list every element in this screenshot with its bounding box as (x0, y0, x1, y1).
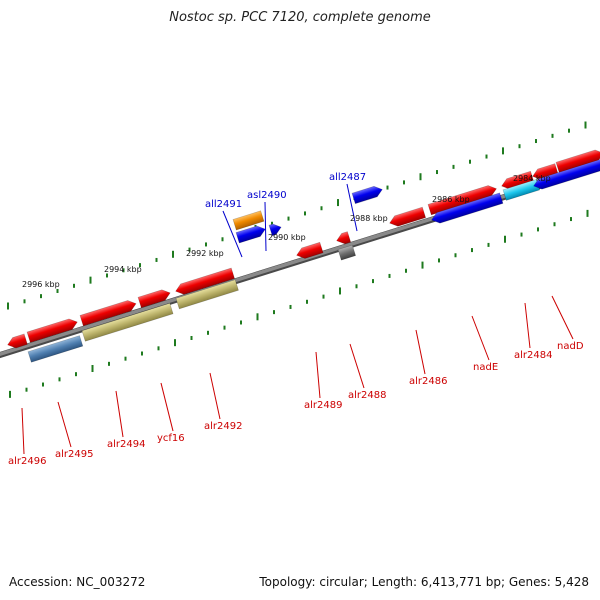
leader-line (471, 315, 490, 361)
genome-summary-text: Topology: circular; Length: 6,413,771 bp… (259, 575, 589, 589)
leader-line (346, 183, 358, 232)
gene-arrow-all2487 (351, 185, 383, 205)
gene-label-alr2496: alr2496 (8, 456, 46, 467)
gene-arrow-reverse (533, 158, 600, 190)
gene-label-all2487: all2487 (329, 172, 366, 183)
gene-arrow-forward (137, 289, 171, 309)
scale-label: 2988 kbp (350, 214, 388, 223)
gene-arrow-all2491 (235, 225, 266, 244)
gene-label-nadE: nadE (473, 362, 498, 373)
gene-label-alr2489: alr2489 (304, 400, 342, 411)
gene-arrow-forward (555, 149, 600, 174)
gene-arrow-forward (427, 185, 497, 216)
scale-label: 2990 kbp (268, 233, 306, 242)
gene-arrow-reverse (337, 244, 356, 261)
gene-arrow-reverse (502, 179, 541, 201)
leader-line (115, 390, 124, 438)
gene-arrow-forward (79, 300, 137, 327)
accession-text: Accession: NC_003272 (9, 575, 146, 589)
gene-arrow-reverse (81, 302, 174, 342)
gene-label-alr2494: alr2494 (107, 439, 145, 450)
leader-line (160, 382, 174, 432)
gene-arrow-reverse (175, 279, 239, 310)
gene-arrow-reverse (27, 335, 84, 363)
gene-label-alr2484: alr2484 (514, 350, 552, 361)
genome-title: Nostoc sp. PCC 7120, complete genome (169, 10, 431, 25)
gene-label-all2491: all2491 (205, 199, 242, 210)
gene-label-alr2495: alr2495 (55, 449, 93, 460)
leader-line (551, 295, 574, 340)
gene-arrow-forward (26, 318, 78, 343)
gene-label-ycf16: ycf16 (157, 433, 185, 444)
leader-line (57, 401, 72, 448)
leader-line (415, 329, 426, 375)
scale-label: 2996 kbp (22, 280, 60, 289)
gene-arrow-forward (296, 241, 324, 259)
scale-label: 2984 kbp (513, 174, 551, 183)
scale-label: 2994 kbp (104, 265, 142, 274)
gene-label-nadD: nadD (557, 341, 584, 352)
gene-label-alr2492: alr2492 (204, 421, 242, 432)
scale-label: 2992 kbp (186, 249, 224, 258)
genome-backbone-highlight (0, 164, 600, 357)
gene-label-alr2486: alr2486 (409, 376, 447, 387)
leader-line (315, 351, 321, 399)
leader-line (524, 302, 531, 349)
gene-arrow-forward (7, 333, 28, 349)
leader-line (349, 343, 365, 389)
leader-line (209, 372, 221, 420)
leader-line (21, 407, 25, 455)
leader-line (222, 210, 243, 258)
gene-arrow-forward (336, 231, 352, 245)
leader-line (264, 201, 267, 252)
gene-arrow-reverse (431, 192, 504, 224)
gene-arrow-forward (389, 206, 427, 227)
gene-arrow-asl2490 (268, 223, 282, 237)
gene-label-asl2490: asl2490 (247, 190, 287, 201)
scale-label: 2986 kbp (432, 195, 470, 204)
gene-arrow-forward (175, 267, 235, 295)
gene-arrow-all2491-orange (232, 210, 265, 231)
gene-label-alr2488: alr2488 (348, 390, 386, 401)
